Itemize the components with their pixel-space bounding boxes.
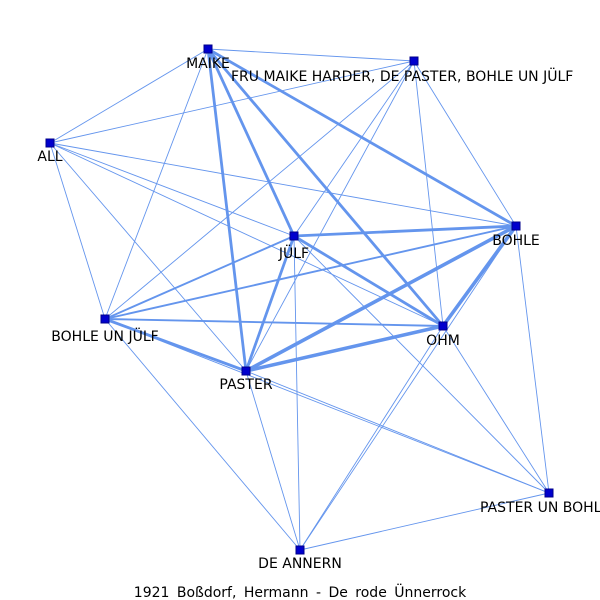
diagram-caption: 1921 Boßdorf, Hermann - De rode Ünnerroc… [134, 583, 467, 600]
edge-fru-all [49, 60, 415, 144]
edge-bohle-paster_bohle [515, 225, 550, 494]
node-paster_bohle [544, 488, 554, 498]
edge-layer [49, 47, 550, 551]
edge-fru-bohle_juelf [104, 60, 415, 320]
edge-maike-fru [207, 48, 415, 62]
edge-maike-ohm [206, 47, 445, 328]
node-label-bohle_juelf: BOHLE UN JÜLF [51, 327, 158, 345]
edge-bohle-bohle_juelf [104, 225, 517, 320]
edge-maike-juelf [206, 47, 296, 238]
node-bohle_juelf [100, 314, 110, 324]
edge-paster-paster_bohle [245, 370, 550, 494]
edge-bohle-ohm [441, 224, 518, 328]
edge-bohle_juelf-paster [103, 317, 248, 373]
node-label-maike: MAIKE [186, 56, 230, 72]
edge-fru-juelf [293, 60, 415, 237]
node-layer [45, 44, 554, 555]
edge-ohm-paster_bohle [442, 325, 550, 494]
node-label-juelf: JÜLF [278, 244, 309, 262]
edge-juelf-bohle [292, 224, 518, 238]
node-label-paster_bohle: PASTER UN BOHLE [480, 500, 600, 516]
edge-paster-ohm [244, 324, 445, 373]
node-ohm [438, 321, 448, 331]
edge-fru-ohm [413, 60, 444, 327]
node-maike [203, 44, 213, 54]
edge-maike-all [49, 48, 209, 144]
edge-all-bohle_juelf [49, 142, 106, 320]
edge-fru-bohle [413, 60, 517, 227]
edge-bohle-paster [244, 224, 518, 373]
edge-juelf-ohm [292, 234, 445, 328]
edge-bohle-annern [299, 225, 517, 551]
edge-all-ohm [49, 142, 444, 327]
node-label-bohle: BOHLE [492, 233, 540, 249]
edge-juelf-annern [293, 235, 301, 551]
edge-all-juelf [49, 142, 295, 237]
edge-bohle_juelf-paster_bohle [104, 318, 550, 494]
edge-juelf-paster [244, 234, 296, 373]
edge-ohm-annern [299, 325, 444, 551]
edge-all-paster [49, 142, 247, 372]
edge-paster-annern [245, 370, 301, 551]
edge-bohle_juelf-annern [104, 318, 301, 551]
node-label-ohm: OHM [426, 333, 460, 349]
node-label-paster: PASTER [219, 377, 272, 393]
edge-annern-paster_bohle [299, 492, 550, 551]
node-juelf [289, 231, 299, 241]
node-label-fru: FRU MAIKE HARDER, DE PASTER, BOHLE UN JÜ… [231, 67, 573, 85]
edge-bohle_juelf-ohm [104, 318, 444, 327]
edge-fru-paster [245, 60, 415, 372]
edge-juelf-bohle_juelf [104, 235, 295, 320]
node-label-annern: DE ANNERN [258, 556, 342, 572]
node-annern [295, 545, 305, 555]
edge-juelf-paster_bohle [293, 235, 550, 494]
edge-all-bohle [49, 142, 517, 227]
node-fru [409, 56, 419, 66]
node-bohle [511, 221, 521, 231]
node-label-all: ALL [37, 149, 62, 165]
node-paster [241, 366, 251, 376]
node-all [45, 138, 55, 148]
